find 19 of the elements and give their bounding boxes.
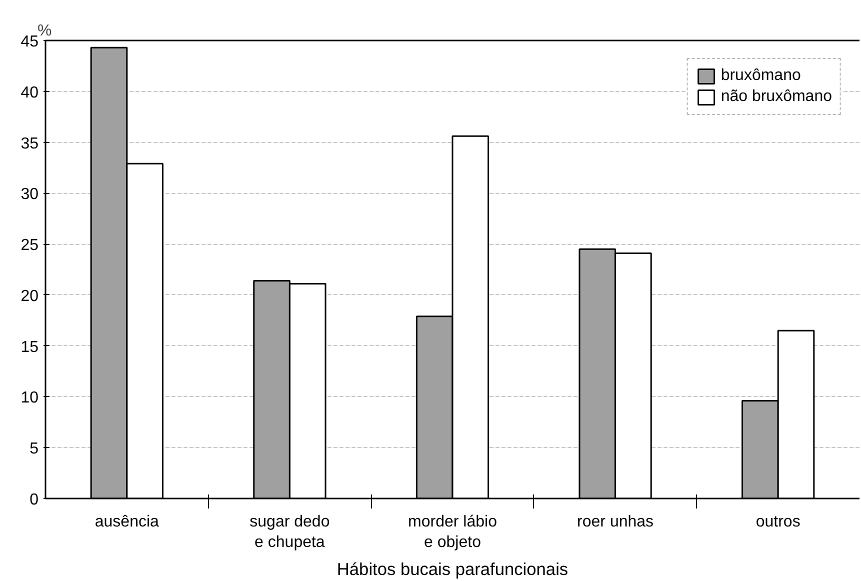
y-tick-label: 10 [20,390,39,407]
y-tick-label: 0 [30,492,39,508]
y-tick-label: 25 [20,237,39,254]
y-tick-label: 5 [30,440,39,458]
y-tick-label: 30 [20,186,39,204]
y-tick-label: 40 [20,84,39,102]
legend-label: não bruxômano [720,88,832,106]
x-tick-label: roer unhas [577,514,654,530]
x-tick-label: outros [756,514,800,530]
y-tick-label: 45 [20,34,39,50]
x-tick-label: sugar dedo e chupeta [250,514,330,551]
y-tick-label: 35 [20,135,39,152]
x-tick-label: morder lábio e objeto [408,514,498,551]
x-axis-title: Hábitos bucais parafuncionais [336,558,568,579]
y-axis-title: % [38,22,52,40]
legend-label: bruxômano [720,67,801,85]
y-tick-label: 15 [20,338,39,356]
x-tick-label: ausência [94,514,160,530]
y-tick-label: 20 [20,288,39,305]
